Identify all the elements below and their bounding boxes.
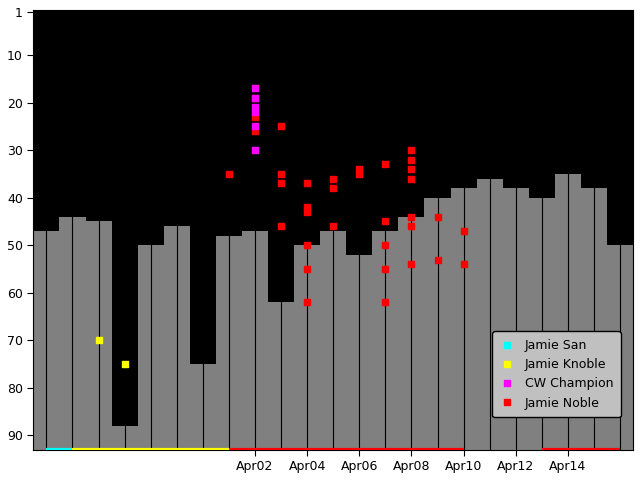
- CW Champion: [250, 84, 260, 92]
- Bar: [242, 231, 268, 450]
- Jamie Knoble: [120, 360, 130, 368]
- Jamie Noble: [224, 170, 234, 178]
- Jamie Knoble: [93, 336, 104, 344]
- Bar: [477, 179, 502, 450]
- Bar: [607, 245, 633, 450]
- Jamie Noble: [354, 165, 364, 173]
- Bar: [111, 426, 138, 450]
- Bar: [346, 255, 372, 450]
- Jamie Noble: [276, 180, 286, 187]
- Bar: [502, 188, 529, 450]
- Bar: [33, 231, 60, 450]
- Jamie Noble: [302, 299, 312, 306]
- Jamie Noble: [406, 213, 417, 221]
- Jamie Noble: [302, 241, 312, 249]
- Bar: [398, 217, 424, 450]
- Legend: Jamie San, Jamie Knoble, CW Champion, Jamie Noble: Jamie San, Jamie Knoble, CW Champion, Ja…: [492, 331, 621, 417]
- CW Champion: [250, 108, 260, 116]
- Jamie Noble: [302, 208, 312, 216]
- Jamie Noble: [328, 175, 339, 182]
- CW Champion: [250, 146, 260, 154]
- Jamie Noble: [406, 222, 417, 230]
- Jamie Noble: [406, 261, 417, 268]
- Jamie Noble: [302, 204, 312, 211]
- CW Champion: [250, 94, 260, 102]
- Jamie Noble: [433, 213, 443, 221]
- Jamie Noble: [250, 94, 260, 102]
- Jamie Noble: [354, 170, 364, 178]
- Bar: [581, 188, 607, 450]
- Jamie Noble: [380, 299, 390, 306]
- Bar: [268, 302, 294, 450]
- Jamie Noble: [250, 127, 260, 135]
- Jamie Noble: [406, 165, 417, 173]
- Jamie Noble: [328, 222, 339, 230]
- Jamie Noble: [433, 256, 443, 264]
- Bar: [451, 188, 477, 450]
- Bar: [372, 231, 398, 450]
- CW Champion: [250, 122, 260, 130]
- Jamie Noble: [276, 122, 286, 130]
- Bar: [555, 174, 581, 450]
- Jamie Noble: [380, 241, 390, 249]
- Jamie Noble: [406, 146, 417, 154]
- Bar: [138, 245, 164, 450]
- Jamie Noble: [250, 113, 260, 121]
- Jamie Noble: [380, 265, 390, 273]
- Jamie Noble: [458, 227, 468, 235]
- Jamie Noble: [302, 265, 312, 273]
- Bar: [294, 245, 320, 450]
- Jamie Noble: [458, 261, 468, 268]
- Bar: [86, 221, 111, 450]
- Jamie Noble: [406, 175, 417, 182]
- Jamie Noble: [328, 184, 339, 192]
- Jamie Noble: [406, 156, 417, 164]
- CW Champion: [250, 104, 260, 111]
- Bar: [320, 231, 346, 450]
- Bar: [190, 364, 216, 450]
- Jamie Noble: [380, 217, 390, 225]
- Bar: [424, 198, 451, 450]
- Jamie Noble: [276, 170, 286, 178]
- Jamie Noble: [380, 161, 390, 168]
- Bar: [216, 236, 242, 450]
- Jamie Noble: [276, 222, 286, 230]
- Jamie Noble: [302, 180, 312, 187]
- Bar: [164, 226, 190, 450]
- Bar: [529, 198, 555, 450]
- Bar: [60, 217, 86, 450]
